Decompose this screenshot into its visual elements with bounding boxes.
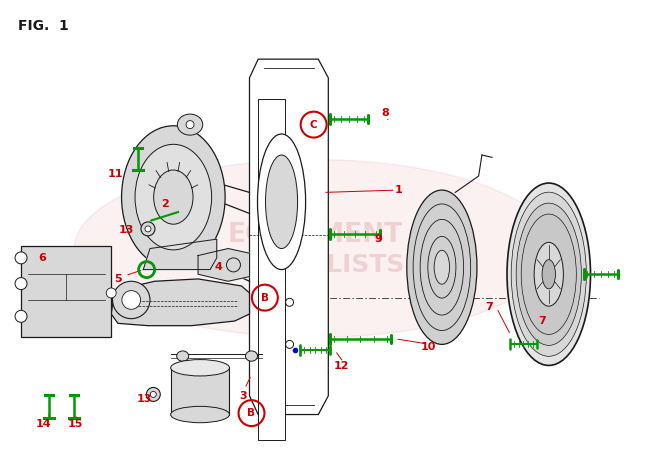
Ellipse shape (177, 351, 189, 361)
Ellipse shape (516, 203, 582, 345)
Bar (171, 368, 229, 415)
Ellipse shape (521, 214, 576, 334)
Polygon shape (111, 279, 249, 325)
Text: 9: 9 (375, 234, 383, 244)
Polygon shape (143, 239, 217, 270)
Text: 8: 8 (381, 108, 389, 118)
Text: 15: 15 (68, 419, 84, 429)
Circle shape (15, 278, 27, 289)
Ellipse shape (542, 260, 555, 289)
Circle shape (141, 222, 155, 236)
Text: 5: 5 (114, 274, 122, 284)
Circle shape (15, 310, 27, 322)
Text: 1: 1 (395, 185, 403, 195)
Text: SPECIALISTS: SPECIALISTS (226, 253, 404, 277)
Text: 7: 7 (485, 302, 492, 312)
Circle shape (150, 392, 156, 397)
Text: 13: 13 (137, 394, 152, 404)
Ellipse shape (135, 144, 212, 250)
Text: 11: 11 (108, 169, 124, 179)
Text: 3: 3 (240, 391, 247, 401)
Ellipse shape (257, 134, 306, 270)
Circle shape (107, 288, 116, 298)
Bar (258, 99, 285, 440)
Circle shape (15, 252, 27, 264)
Ellipse shape (245, 351, 257, 361)
Circle shape (146, 387, 160, 401)
Circle shape (145, 226, 151, 232)
Text: 2: 2 (161, 199, 169, 209)
Text: 12: 12 (334, 362, 350, 371)
Ellipse shape (507, 183, 590, 365)
Ellipse shape (171, 360, 229, 376)
Ellipse shape (434, 250, 450, 284)
FancyBboxPatch shape (21, 246, 111, 337)
Ellipse shape (407, 190, 477, 344)
Text: B: B (247, 408, 255, 418)
Text: FIG.  1: FIG. 1 (17, 19, 68, 33)
Text: 14: 14 (36, 419, 52, 429)
Ellipse shape (265, 155, 297, 249)
Text: 4: 4 (214, 262, 222, 272)
Text: 6: 6 (38, 253, 46, 263)
Ellipse shape (178, 114, 203, 135)
Ellipse shape (121, 126, 225, 268)
Text: B: B (261, 293, 269, 303)
Circle shape (113, 281, 150, 318)
Polygon shape (198, 249, 249, 281)
Text: 13: 13 (119, 225, 134, 235)
Text: 10: 10 (421, 342, 436, 352)
Circle shape (186, 121, 194, 129)
Ellipse shape (511, 192, 586, 356)
Circle shape (226, 258, 241, 272)
Ellipse shape (74, 159, 555, 337)
Text: EQUIPMENT: EQUIPMENT (227, 221, 403, 248)
Ellipse shape (171, 406, 229, 423)
Text: C: C (310, 120, 318, 129)
Ellipse shape (153, 170, 193, 224)
Text: 7: 7 (538, 316, 546, 326)
Ellipse shape (534, 242, 563, 306)
Circle shape (122, 291, 141, 310)
Polygon shape (249, 59, 328, 415)
